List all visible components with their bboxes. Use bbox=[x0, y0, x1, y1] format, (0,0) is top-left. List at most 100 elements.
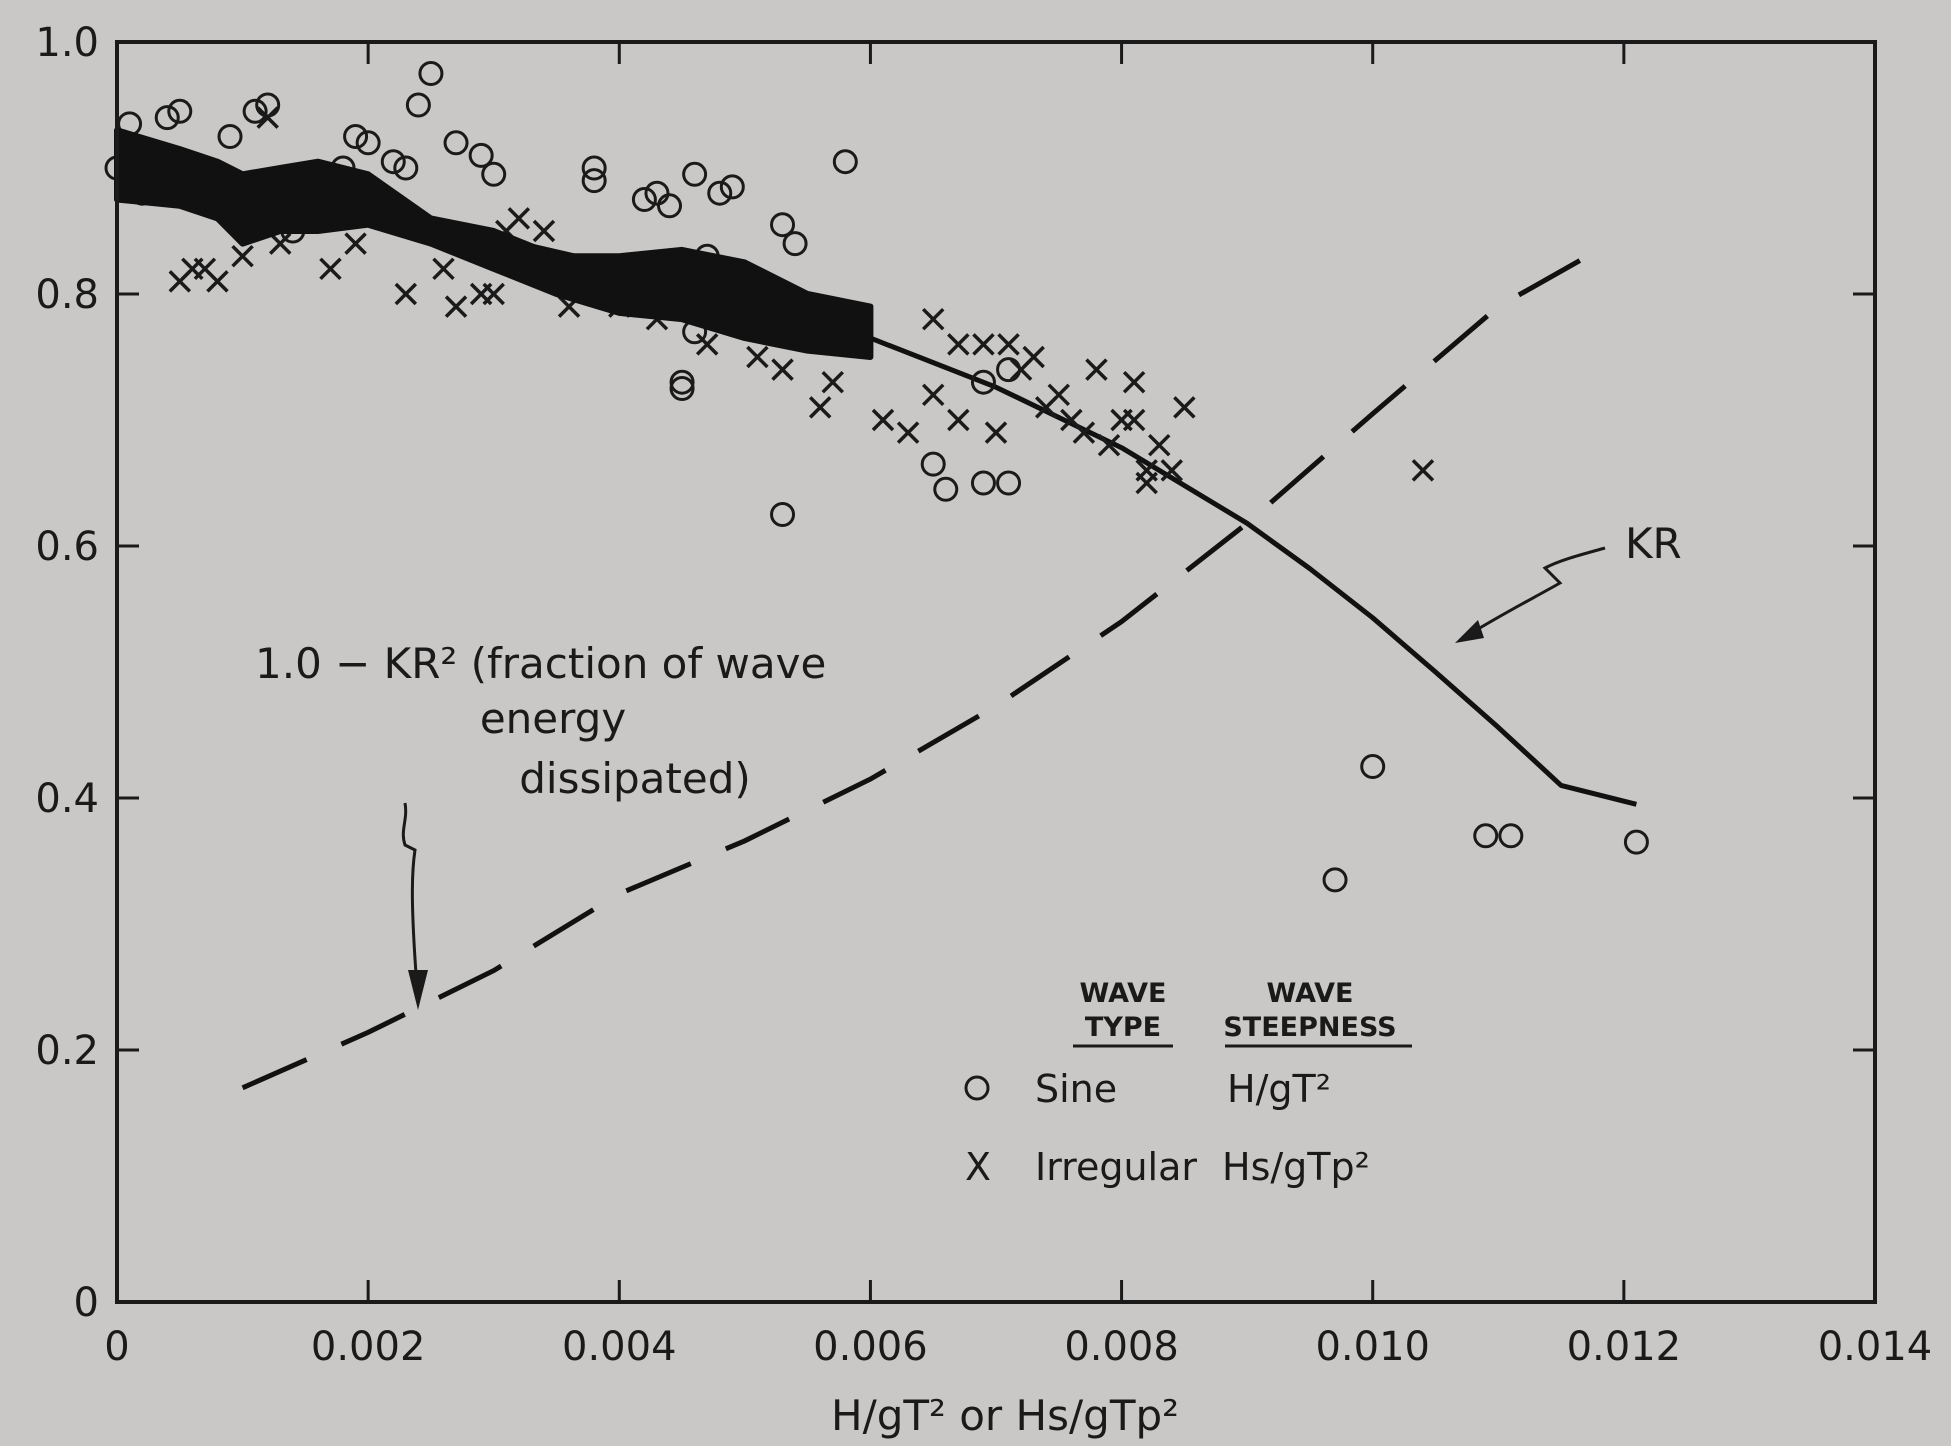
sine-data-point bbox=[443, 130, 469, 156]
sine-data-point bbox=[167, 98, 193, 124]
y-tick-label: 0.2 bbox=[35, 1028, 99, 1074]
irregular-point-stroke bbox=[1072, 421, 1096, 444]
irregular-point-stroke bbox=[344, 232, 367, 255]
x-tick-label: 0 bbox=[104, 1324, 129, 1370]
irregular-data-point bbox=[256, 106, 279, 129]
sine-data-point bbox=[581, 155, 607, 181]
kr-arrowhead bbox=[1455, 620, 1484, 643]
irregular-data-point bbox=[1097, 433, 1121, 457]
irregular-data-point bbox=[1160, 459, 1184, 482]
irregular-point-stroke bbox=[695, 333, 719, 356]
irregular-data-point bbox=[947, 408, 970, 432]
irregular-data-point bbox=[507, 207, 531, 230]
irregular-point-stroke bbox=[231, 244, 254, 268]
irregular-data-point bbox=[319, 257, 342, 281]
dissipation-arrowhead bbox=[408, 970, 428, 1010]
sine-data-point bbox=[669, 369, 695, 395]
irregular-point-stroke bbox=[947, 408, 970, 432]
irregular-data-point bbox=[444, 295, 468, 318]
irregular-data-point bbox=[695, 333, 719, 356]
dissipation-dashed-line bbox=[241, 247, 1600, 1091]
irregular-data-point bbox=[972, 333, 995, 356]
sine-data-point bbox=[405, 92, 431, 118]
sine-data-point bbox=[782, 231, 808, 257]
sine-data-point bbox=[481, 161, 507, 187]
x-tick-label: 0.004 bbox=[562, 1324, 677, 1370]
irregular-data-point bbox=[1148, 433, 1171, 457]
sine-data-point bbox=[707, 180, 733, 206]
dissipation-label-line2: energy bbox=[480, 694, 626, 743]
irregular-point-stroke bbox=[1034, 396, 1058, 419]
irregular-point-stroke bbox=[896, 421, 920, 444]
sine-data-point bbox=[1473, 823, 1499, 849]
sine-data-point bbox=[669, 376, 695, 401]
x-axis-title: H/gT² or Hs/gTp² bbox=[831, 1391, 1179, 1440]
irregular-point-stroke bbox=[871, 408, 895, 432]
irregular-data-point bbox=[997, 333, 1020, 356]
irregular-data-point bbox=[432, 257, 455, 281]
irregular-point-stroke bbox=[507, 207, 531, 230]
sine-data-point bbox=[657, 193, 683, 219]
dense-data-cluster bbox=[114, 127, 874, 360]
irregular-point-stroke bbox=[444, 295, 468, 318]
irregular-data-point bbox=[1122, 370, 1146, 394]
x-tick-label: 0.010 bbox=[1315, 1324, 1430, 1370]
y-tick-label: 0.8 bbox=[35, 272, 99, 318]
sine-data-point bbox=[468, 142, 494, 168]
sine-data-point bbox=[719, 174, 745, 200]
irregular-data-point bbox=[808, 396, 832, 419]
sine-data-point bbox=[1322, 867, 1348, 893]
kr-leader-arrow bbox=[1459, 546, 1606, 642]
kr-curve-label: KR bbox=[1625, 519, 1682, 568]
sine-data-point bbox=[996, 470, 1022, 496]
irregular-data-point bbox=[1173, 396, 1196, 419]
irregular-point-stroke bbox=[269, 232, 292, 255]
irregular-data-point bbox=[947, 333, 970, 356]
sine-data-point bbox=[1360, 754, 1386, 779]
sine-data-point bbox=[581, 168, 607, 194]
sine-data-point bbox=[682, 161, 708, 187]
irregular-point-stroke bbox=[256, 106, 279, 129]
x-tick-label: 0.014 bbox=[1818, 1324, 1933, 1370]
plot-area bbox=[104, 61, 1649, 1091]
sine-data-point bbox=[343, 124, 369, 149]
dissipation-label-line1: 1.0 − KR² (fraction of wave bbox=[255, 639, 826, 688]
irregular-point-stroke bbox=[808, 396, 832, 419]
irregular-data-point bbox=[746, 345, 769, 369]
sine-data-point bbox=[631, 187, 657, 212]
irregular-point-stroke bbox=[482, 282, 505, 306]
x-tick-label: 0.002 bbox=[311, 1324, 426, 1370]
irregular-data-point bbox=[394, 282, 418, 306]
sine-data-point bbox=[355, 130, 381, 156]
irregular-data-point bbox=[206, 270, 229, 293]
irregular-point-stroke bbox=[972, 333, 995, 356]
y-tick-label: 1.0 bbox=[35, 20, 99, 66]
irregular-data-point bbox=[896, 421, 920, 444]
irregular-data-point bbox=[1135, 471, 1158, 495]
legend-irregular-type: Irregular bbox=[1035, 1145, 1197, 1189]
irregular-point-stroke bbox=[1097, 433, 1121, 457]
irregular-point-stroke bbox=[1122, 408, 1146, 432]
irregular-data-point bbox=[921, 383, 945, 407]
irregular-point-stroke bbox=[921, 383, 945, 407]
sine-data-point bbox=[770, 502, 796, 527]
sine-data-point bbox=[933, 476, 959, 502]
sine-data-point bbox=[418, 61, 444, 86]
legend: WAVE TYPE WAVE STEEPNESS Sine H/gT² X Ir… bbox=[964, 978, 1412, 1189]
legend-col2-head2: STEEPNESS bbox=[1223, 1012, 1396, 1043]
irregular-data-point bbox=[821, 370, 844, 394]
x-tick-label: 0.008 bbox=[1064, 1324, 1179, 1370]
dissipation-label-line3: dissipated) bbox=[519, 754, 751, 803]
legend-sine-symbol bbox=[964, 1075, 990, 1101]
irregular-data-point bbox=[1411, 459, 1435, 482]
irregular-data-point bbox=[1034, 396, 1058, 419]
y-tick-label: 0.4 bbox=[35, 776, 99, 822]
legend-sine-type: Sine bbox=[1035, 1067, 1117, 1111]
irregular-point-stroke bbox=[532, 219, 556, 243]
sine-data-point bbox=[770, 212, 796, 238]
irregular-point-stroke bbox=[1060, 408, 1083, 432]
legend-col2-head1: WAVE bbox=[1267, 978, 1354, 1009]
legend-col1-head2: TYPE bbox=[1085, 1012, 1161, 1043]
sine-data-point bbox=[154, 105, 180, 131]
